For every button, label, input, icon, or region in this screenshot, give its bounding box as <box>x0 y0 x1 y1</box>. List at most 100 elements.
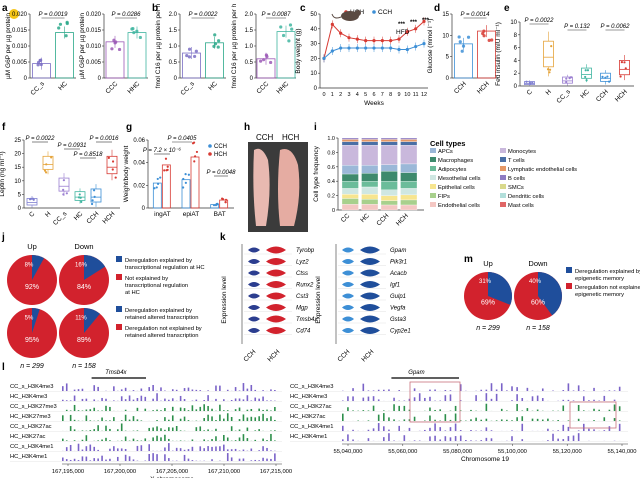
l-right-signal-bar <box>506 410 508 411</box>
f-box <box>58 177 70 192</box>
g-point <box>163 169 166 172</box>
i-bar-segment <box>400 137 418 140</box>
b2-ytick-label: 1.5 <box>245 28 254 34</box>
l-left-signal-bar <box>226 410 229 411</box>
l-left-signal-bar <box>85 456 88 461</box>
l-right-signal-bar <box>434 409 436 411</box>
b1-xtick-label: HC <box>207 80 219 92</box>
c-line-hch <box>323 21 425 59</box>
l-left-signal-bar <box>120 423 123 431</box>
i-bar-segment <box>341 194 359 199</box>
j-pie-down-1-slice-explained <box>84 255 106 280</box>
l-left-signal-bar <box>207 429 209 431</box>
l-right-signal-bar <box>603 417 606 421</box>
l-left-signal-bar <box>238 429 241 431</box>
l-right-signal-bar <box>593 387 595 391</box>
b2-bar <box>276 31 296 79</box>
k-left-gene-label: Runx2 <box>296 283 314 289</box>
l-left-signal-bar <box>89 409 92 411</box>
l-right-signal-bar <box>408 398 411 401</box>
l-left-signal-bar <box>211 459 213 461</box>
l-left-signal-bar <box>254 459 257 461</box>
e-point <box>586 69 590 72</box>
a1-ytick-label: 0.020 <box>12 12 28 18</box>
l-right-signal-bar <box>511 400 513 401</box>
a2-point <box>132 30 136 35</box>
l-left-signal-bar <box>93 446 96 451</box>
l-right-signal-bar <box>480 440 483 441</box>
l-right-signal-bar <box>577 433 580 441</box>
l-left-signal-bar <box>254 439 257 441</box>
l-right-signal-bar <box>485 437 488 441</box>
l-left-signal-bar <box>105 437 107 441</box>
l-left-signal-bar <box>97 440 99 441</box>
e-xtick-label: HC <box>579 88 591 100</box>
l-right-signal-bar <box>562 390 565 391</box>
f-ytick-label: 10 <box>14 179 21 185</box>
l-right-signal-bar <box>444 430 447 431</box>
f-box <box>26 198 38 206</box>
a1-point <box>65 21 69 26</box>
l-left-signal-bar <box>179 395 182 401</box>
l-left-signal-bar <box>164 417 166 421</box>
l-left-signal-bar <box>73 395 76 401</box>
l-left-signal-bar <box>250 400 253 401</box>
l-left-signal-bar <box>262 438 264 441</box>
k-left-violin-hch <box>266 246 286 254</box>
l-right-signal-bar <box>383 413 385 421</box>
l-right-signal-bar <box>424 420 426 421</box>
g-legend-marker-hch <box>208 152 212 156</box>
f-point <box>111 168 114 171</box>
l-left-signal-bar <box>195 399 198 401</box>
a1-point <box>39 58 43 62</box>
l-right-signal-bar <box>429 389 431 391</box>
g-point <box>195 150 199 154</box>
l-right-signal-bar <box>588 400 590 401</box>
l-left-signal-bar <box>203 404 205 411</box>
l-right-signal-bar <box>459 435 462 441</box>
e-point <box>531 81 534 84</box>
l-left-signal-bar <box>136 430 139 431</box>
k-right-gene-label: Gpam <box>390 248 406 254</box>
k-right-xtick-label: HCH <box>360 348 375 363</box>
m-legend-label: Deregulation explained by epigenetic memo… <box>575 269 640 282</box>
l-left-signal-bar <box>164 408 166 411</box>
l-left-signal-bar <box>230 457 233 461</box>
i-xtick-label: HC <box>359 212 371 224</box>
g-ytick-label: 0.04 <box>133 161 145 167</box>
l-left-signal-bar <box>156 435 158 441</box>
l-right-signal-bar <box>449 419 452 421</box>
l-right-signal-bar <box>588 428 590 431</box>
l-left-signal-bar <box>113 446 115 451</box>
f-point <box>92 189 96 192</box>
l-right-signal-bar <box>490 383 493 391</box>
l-left-signal-bar <box>164 447 166 451</box>
k-right-xtick-label: CCH <box>336 348 351 363</box>
l-left-signal-bar <box>148 444 150 451</box>
l-right-signal-bar <box>403 419 406 421</box>
l-left-signal-bar <box>207 414 209 421</box>
e-point <box>546 68 550 71</box>
l-left-track-label: CC_s_H3K4me1 <box>10 444 54 450</box>
d-bar <box>477 30 496 79</box>
i-legend-swatch <box>430 157 436 162</box>
l-left-signal-bar <box>168 427 170 431</box>
c-xtick-label: 0 <box>322 92 325 98</box>
e-point <box>565 77 568 80</box>
m-header-down: Down <box>528 259 547 268</box>
l-left-signal-bar <box>234 387 237 391</box>
b2-point <box>279 25 283 29</box>
b1-point <box>193 54 197 59</box>
g-point <box>224 198 228 201</box>
c-xtick-label: 7 <box>381 92 384 98</box>
l-left-signal-bar <box>152 385 154 391</box>
l-right-signal-bar <box>485 403 488 411</box>
d-point <box>487 38 491 42</box>
l-left-signal-bar <box>246 417 249 421</box>
f-pvalue: P = 0.8518 <box>74 152 104 158</box>
panel-letter-f: f <box>2 122 6 133</box>
l-left-signal-bar <box>105 398 107 401</box>
f-point <box>62 188 65 192</box>
e-box <box>543 40 554 68</box>
l-left-signal-bar <box>168 443 170 451</box>
